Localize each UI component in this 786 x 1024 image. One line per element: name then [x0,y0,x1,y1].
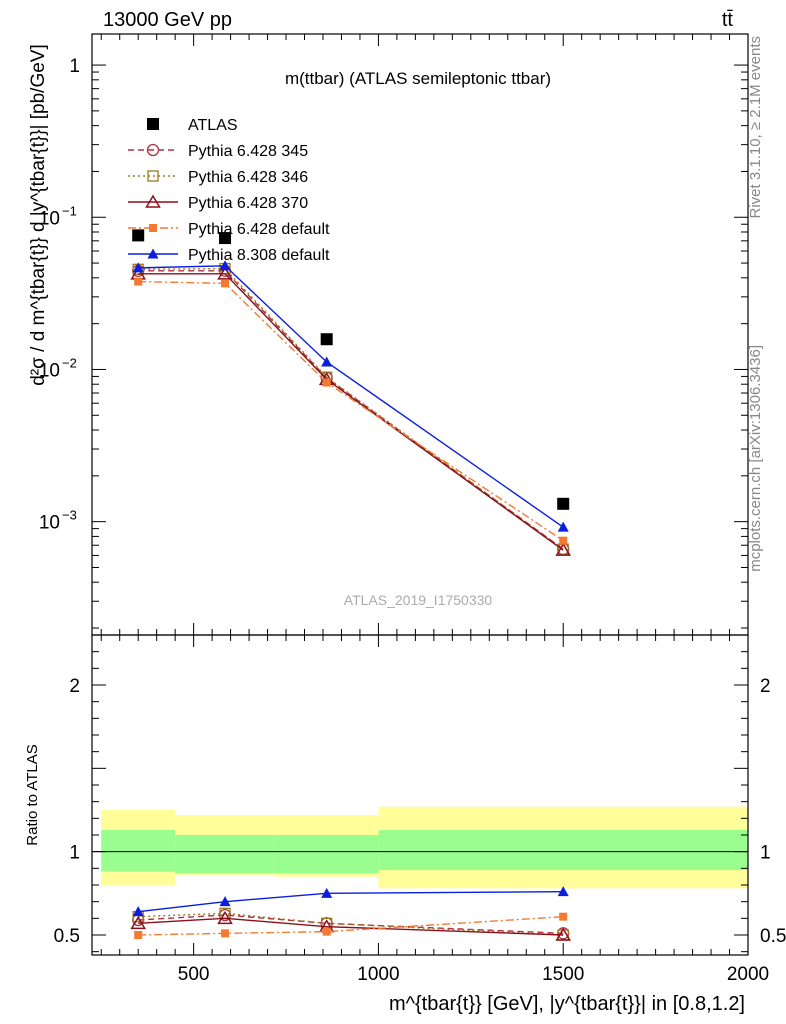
header-energy-label: 13000 GeV pp [103,9,232,31]
main-panel: 110−110−210−3 m(ttbar) (ATLAS semilepton… [28,33,749,636]
data-point [321,356,333,367]
ratio-frame [91,634,749,956]
rivet-version-label: Rivet 3.1.10, ≥ 2.1M events [747,36,764,219]
y-tick-exponent: −2 [62,355,77,370]
ratio-y-axis-label: Ratio to ATLAS [24,744,41,845]
data-point [557,497,570,510]
x-axis-label: m^{tbar{t}} [GeV], |y^{tbar{t}}| in [0.8… [389,993,745,1015]
ratio-y-tick-label: 1 [69,843,80,864]
ratio-y-tick-label-right: 0.5 [760,926,786,947]
legend-label: Pythia 6.428 346 [188,169,308,186]
data-point [219,232,232,245]
legend-label: Pythia 6.428 345 [188,143,308,160]
y-tick-label: 10 [39,360,60,381]
ratio-band-inner [378,830,748,870]
legend-marker [147,118,159,130]
ratio-line [138,914,564,935]
data-point [221,279,230,288]
legend-label: Pythia 8.308 default [188,247,330,264]
ratio-point [557,886,569,897]
ratio-band-layer [101,806,748,889]
ratio-y-ticks: 0.5 0.5 1 1 2 2 [54,651,786,953]
legend-label: Pythia 6.428 370 [188,195,308,212]
ratio-point [130,915,147,930]
ratio-point [132,906,144,917]
y-tick-label: 10 [39,208,60,229]
ratio-point [219,896,231,907]
main-y-axis-label: d²σ / d m^{tbar{t}} d |y^{tbar{t}}| [pb/… [28,44,49,386]
y-tick-exponent: −1 [62,203,77,218]
data-point [322,378,331,387]
ratio-series-layer [130,886,572,941]
series-line [138,267,564,550]
y-tick-label: 1 [69,56,80,77]
legend-label: ATLAS [188,117,238,134]
ratio-point [221,929,230,938]
x-tick-label: 500 [178,964,210,985]
ratio-line [138,917,564,936]
ratio-y-tick-label-right: 2 [760,676,771,697]
ratio-point [321,887,333,898]
x-tick-label: 1000 [357,964,399,985]
legend-marker [146,143,160,157]
x-tick-labels: 500 1000 1500 2000 [178,964,769,985]
ratio-x-ticks [100,635,749,955]
data-point [320,333,333,346]
ratio-y-tick-label: 0.5 [54,926,80,947]
data-point [557,521,569,532]
header-process-label: tt̄ [722,9,734,31]
series-line [138,265,564,528]
data-point [217,266,233,280]
y-tick-label: 10 [39,513,60,534]
main-y-ticks: 110−110−210−3 [39,56,748,629]
legend-label: Pythia 6.428 default [188,221,330,238]
legend-marker [147,170,159,182]
ratio-band-inner [274,835,379,874]
ratio-point [555,927,572,941]
data-point [132,262,144,273]
main-x-ticks [100,34,749,635]
ratio-point [322,927,331,936]
ratio-point [559,912,568,921]
ratio-y-tick-label: 2 [69,676,80,697]
legend-marker [145,194,161,208]
ratio-point [134,931,143,939]
data-point [134,277,143,286]
series-line [138,273,564,551]
ratio-band-inner [101,830,176,872]
data-point [555,542,572,556]
ratio-panel: 0.5 0.5 1 1 2 2 Ratio to ATLAS [24,634,786,956]
legend-marker [147,248,159,259]
data-point [559,536,568,545]
main-series-layer [130,229,572,556]
series-line [138,270,564,550]
series-line [138,280,564,542]
ratio-line [138,890,564,913]
y-tick-exponent: −3 [62,508,77,523]
legend-marker [149,224,157,232]
mcplots-label: mcplots.cern.ch [arXiv:1306.3436] [747,345,764,572]
ratio-line [138,915,564,936]
x-tick-label: 1500 [542,964,584,985]
legend: ATLAS Pythia 6.428 345 Pythia 6.428 346 Pyt… [128,117,330,264]
ratio-band-inner [175,835,275,874]
plot-title: m(ttbar) (ATLAS semileptonic ttbar) [285,69,551,88]
ratio-y-tick-label-right: 1 [760,843,771,864]
ratio-point [217,910,233,925]
data-point [219,260,231,271]
analysis-id: ATLAS_2019_I1750330 [344,592,493,608]
x-tick-label: 2000 [727,964,769,985]
data-point [132,229,145,242]
